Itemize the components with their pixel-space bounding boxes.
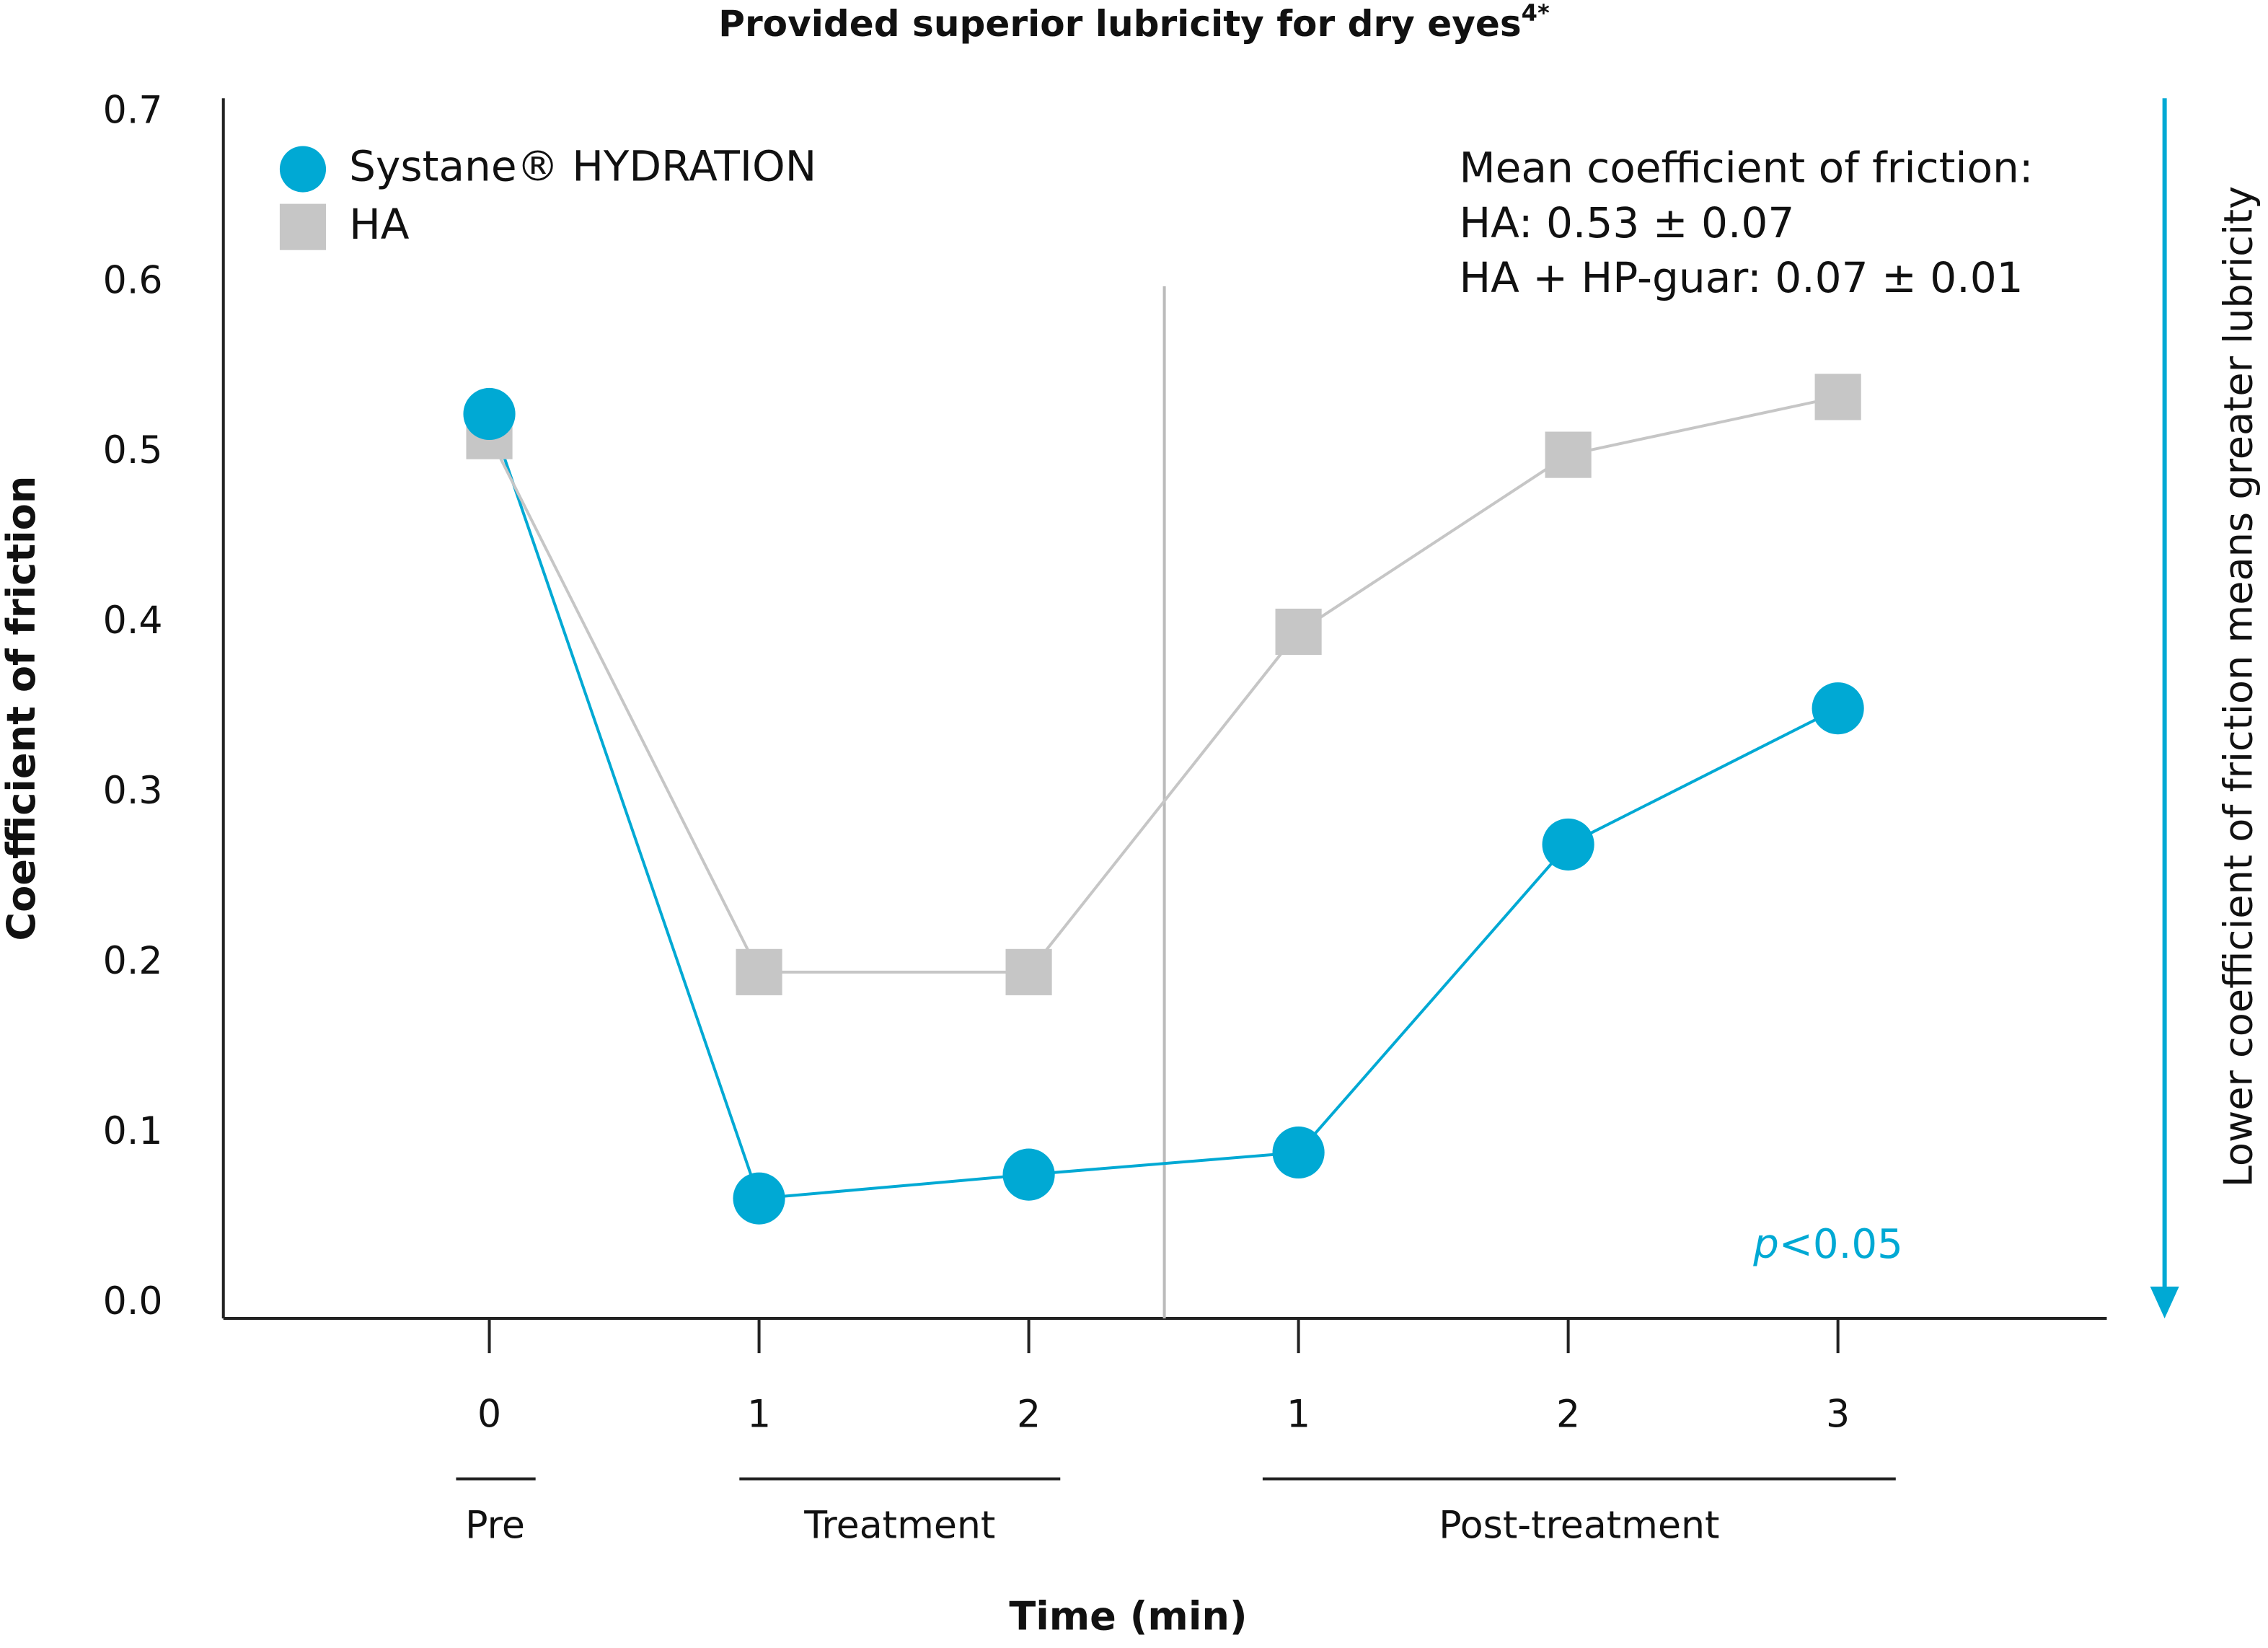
group-label: Pre — [465, 1504, 525, 1548]
y-tick-label: 0.1 — [103, 1110, 163, 1153]
data-point — [1542, 818, 1594, 871]
y-tick-label: 0.7 — [103, 89, 163, 132]
x-axis-label: Time (min) — [1009, 1594, 1247, 1639]
data-point — [1545, 431, 1592, 478]
data-point — [1002, 1148, 1055, 1201]
title-text: Provided superior lubricity for dry eyes — [718, 2, 1521, 45]
series-line — [487, 395, 1839, 974]
p-symbol: p — [1752, 1220, 1779, 1267]
data-point — [1814, 374, 1861, 420]
legend-label: Systane® HYDRATION — [349, 142, 816, 191]
arrow-head — [2150, 1286, 2179, 1318]
annotation: Mean coefficient of friction: — [1459, 144, 2033, 193]
p-text: <0.05 — [1779, 1220, 1903, 1267]
x-tick-label: 2 — [1017, 1393, 1041, 1436]
data-point — [736, 948, 782, 995]
x-tick-label: 0 — [477, 1393, 501, 1436]
y-tick-label: 0.3 — [103, 770, 163, 813]
legend-label: HA — [349, 200, 410, 249]
legend-marker — [279, 203, 327, 250]
y-tick-label: 0.6 — [103, 259, 163, 302]
x-tick-label: 2 — [1556, 1393, 1580, 1436]
data-point — [463, 387, 516, 441]
x-tick-label: 1 — [1287, 1393, 1310, 1436]
data-point — [1005, 948, 1052, 995]
x-tick-label: 1 — [747, 1393, 771, 1436]
data-point — [1812, 682, 1864, 735]
x-tick-label: 3 — [1826, 1393, 1850, 1436]
data-point — [1275, 608, 1322, 656]
y-axis-label: Coefficient of friction — [0, 476, 44, 941]
group-label: Treatment — [803, 1504, 995, 1548]
title-superscript: 4* — [1522, 0, 1550, 27]
y-tick-label: 0.4 — [103, 599, 163, 643]
y-tick-label: 0.5 — [103, 429, 163, 472]
legend-marker — [279, 146, 327, 193]
chart-title: Provided superior lubricity for dry eyes… — [718, 0, 1550, 45]
p-value: p<0.05 — [1752, 1220, 1903, 1267]
group-label: Post-treatment — [1439, 1504, 1719, 1548]
series-line — [487, 413, 1839, 1200]
data-point — [1272, 1126, 1325, 1179]
y-tick-label: 0.0 — [103, 1280, 163, 1323]
annotation: HA + HP-guar: 0.07 ± 0.01 — [1459, 253, 2023, 302]
arrow-label: Lower coefficient of friction means grea… — [2216, 186, 2262, 1187]
data-point — [733, 1172, 785, 1225]
y-tick-label: 0.2 — [103, 940, 163, 983]
annotation: HA: 0.53 ± 0.07 — [1459, 198, 1794, 247]
